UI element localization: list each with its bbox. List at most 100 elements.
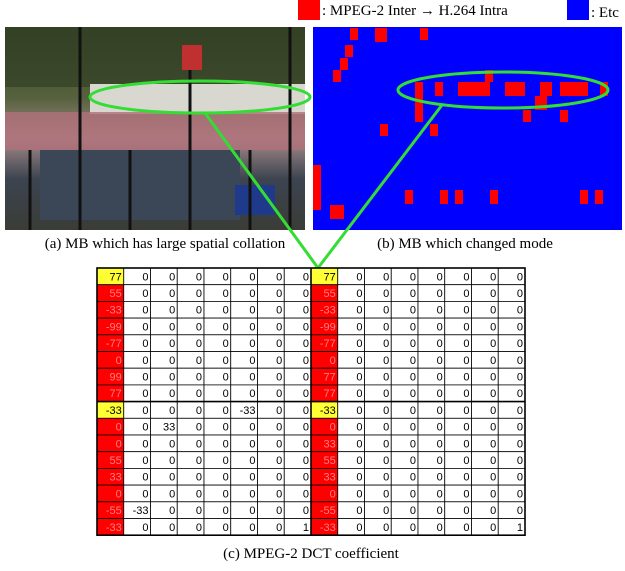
cell-value: 0 <box>410 288 416 300</box>
cell-value: 0 <box>223 438 229 450</box>
cell-value: 0 <box>276 371 282 383</box>
cell-value: 0 <box>223 338 229 350</box>
cell-value: 0 <box>356 422 362 434</box>
cell-value: -77 <box>320 338 336 350</box>
cell-value: 0 <box>463 505 469 517</box>
changed-mb <box>490 190 498 204</box>
changed-mb <box>375 28 387 42</box>
cell-value: 0 <box>383 321 389 333</box>
cell-value: 0 <box>276 355 282 367</box>
cell-value: 0 <box>383 422 389 434</box>
cell-value: 0 <box>517 455 523 467</box>
changed-mb <box>595 190 603 204</box>
cell-value: 0 <box>249 455 255 467</box>
cell-value: 0 <box>490 505 496 517</box>
cell-value: 0 <box>437 321 443 333</box>
cell-value: 0 <box>249 522 255 534</box>
cell-value: 0 <box>169 388 175 400</box>
cell-value: 0 <box>437 405 443 417</box>
cell-value: 0 <box>303 472 309 484</box>
cell-value: 0 <box>303 371 309 383</box>
cell-value: 0 <box>410 338 416 350</box>
cell-value: 0 <box>196 321 202 333</box>
cell-value: 0 <box>437 288 443 300</box>
cell-value: 0 <box>249 388 255 400</box>
cell-value: 0 <box>410 321 416 333</box>
cell-value: 0 <box>383 355 389 367</box>
cell-value: 55 <box>110 455 122 467</box>
cell-value: -33 <box>320 405 336 417</box>
cell-value: 0 <box>142 371 148 383</box>
cell-value: 0 <box>437 355 443 367</box>
legend-swatch-blue <box>567 0 589 20</box>
cell-value: 33 <box>324 472 336 484</box>
cell-value: 0 <box>490 472 496 484</box>
cell-value: 0 <box>463 422 469 434</box>
cell-value: 0 <box>249 472 255 484</box>
cell-value: 0 <box>196 472 202 484</box>
cell-value: 0 <box>383 371 389 383</box>
cell-value: 0 <box>142 522 148 534</box>
cell-value: 0 <box>437 271 443 283</box>
cell-value: 0 <box>383 288 389 300</box>
caption: (c) MPEG-2 DCT coefficient <box>223 546 399 562</box>
cell-value: 0 <box>276 271 282 283</box>
cell-value: -33 <box>133 505 149 517</box>
cell-value: 0 <box>169 288 175 300</box>
cell-value: 0 <box>383 388 389 400</box>
cell-value: 0 <box>169 472 175 484</box>
caption: (b) MB which changed mode <box>377 236 553 252</box>
cell-value: 0 <box>142 305 148 317</box>
cell-value: 0 <box>517 371 523 383</box>
cell-value: 0 <box>463 338 469 350</box>
cell-value: 0 <box>517 438 523 450</box>
cell-value: 0 <box>410 388 416 400</box>
cell-value: 0 <box>410 488 416 500</box>
cell-value: 0 <box>490 271 496 283</box>
changed-mb <box>540 82 552 96</box>
cell-value: 0 <box>196 338 202 350</box>
cell-value: 0 <box>169 522 175 534</box>
changed-mb <box>330 205 344 219</box>
cell-value: 0 <box>383 472 389 484</box>
cell-value: 0 <box>276 338 282 350</box>
cell-value: 0 <box>142 472 148 484</box>
changed-mb <box>340 58 348 70</box>
cell-value: 0 <box>437 422 443 434</box>
cell-value: 0 <box>410 505 416 517</box>
cell-value: 0 <box>437 305 443 317</box>
cell-value: 0 <box>517 355 523 367</box>
cell-value: 0 <box>330 488 336 500</box>
cell-value: 0 <box>383 505 389 517</box>
cell-value: 0 <box>517 338 523 350</box>
cell-value: 0 <box>169 488 175 500</box>
cell-value: 0 <box>303 488 309 500</box>
changed-mb <box>440 190 448 204</box>
cell-value: 0 <box>437 488 443 500</box>
cell-value: 0 <box>490 338 496 350</box>
cell-value: 77 <box>324 271 336 283</box>
cell-value: 0 <box>463 288 469 300</box>
cell-value: 0 <box>517 271 523 283</box>
cell-value: 0 <box>169 505 175 517</box>
cell-value: 55 <box>324 288 336 300</box>
cell-value: 0 <box>249 271 255 283</box>
cell-value: 0 <box>142 321 148 333</box>
cell-value: 0 <box>383 338 389 350</box>
cell-value: 0 <box>490 388 496 400</box>
cell-value: 0 <box>383 405 389 417</box>
cell-value: -33 <box>106 305 122 317</box>
cell-value: 0 <box>356 488 362 500</box>
cell-value: 0 <box>169 321 175 333</box>
cell-value: 77 <box>110 388 122 400</box>
changed-mb <box>458 82 490 96</box>
cell-value: 0 <box>142 405 148 417</box>
cell-value: 0 <box>276 305 282 317</box>
cell-value: 0 <box>463 305 469 317</box>
cell-value: 0 <box>356 438 362 450</box>
cell-value: 0 <box>517 305 523 317</box>
cell-value: 0 <box>303 338 309 350</box>
cell-value: 0 <box>383 438 389 450</box>
cell-value: 0 <box>517 488 523 500</box>
cell-value: 0 <box>356 371 362 383</box>
